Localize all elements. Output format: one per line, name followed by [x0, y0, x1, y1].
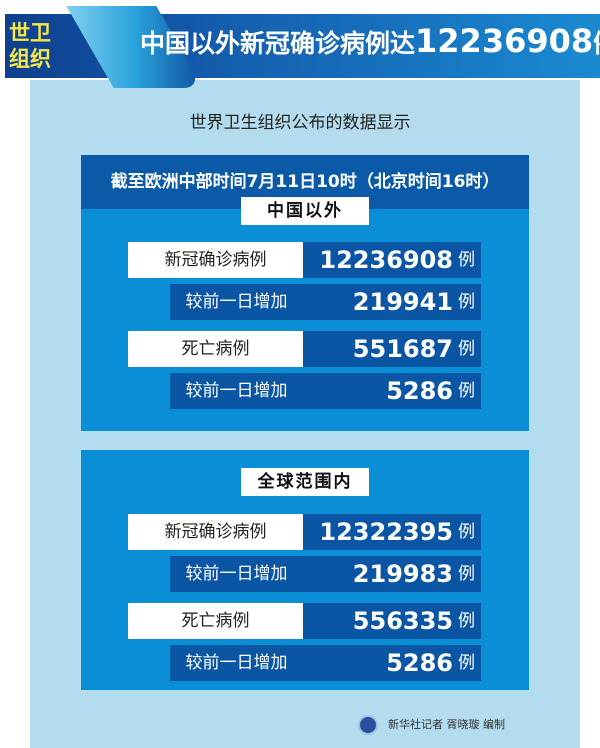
row-value: 5286 例 [303, 645, 481, 681]
title-number: 12236908 [415, 22, 594, 60]
row-label: 新冠确诊病例 [128, 514, 303, 550]
badge-line2: 组织 [9, 47, 51, 71]
title-text: 中国以外新冠确诊病例达 [140, 29, 416, 58]
section-title: 中国以外 [241, 197, 369, 225]
badge-line1: 世卫 [9, 21, 51, 45]
row-label: 较前一日增加 [170, 645, 303, 681]
credit-line: 新华社记者 胥晓璇 编制 [388, 718, 505, 731]
page-title: 中国以外新冠确诊病例达12236908例 [140, 22, 600, 60]
row-value: 556335 例 [303, 603, 481, 639]
row-label: 新冠确诊病例 [128, 242, 303, 278]
row-label: 较前一日增加 [170, 284, 303, 320]
row-value: 551687 例 [303, 331, 481, 367]
row-value: 5286 例 [303, 373, 481, 409]
section-global: 全球范围内 新冠确诊病例 12322395 例 较前一日增加 219983 例 死亡… [81, 450, 529, 690]
section-outside-china: 中国以外 新冠确诊病例 12236908 例 较前一日增加 219941 例 死亡病… [81, 197, 529, 431]
row-label: 死亡病例 [128, 603, 303, 639]
who-badge: 世卫 组织 [5, 14, 55, 78]
row-label: 死亡病例 [128, 331, 303, 367]
row-value: 12236908 例 [303, 242, 481, 278]
xinhua-logo-icon [358, 715, 378, 735]
row-value: 219941 例 [303, 284, 481, 320]
row-value: 219983 例 [303, 556, 481, 592]
row-label: 较前一日增加 [170, 556, 303, 592]
source-line: 世界卫生组织公布的数据显示 [189, 113, 411, 133]
row-label: 较前一日增加 [170, 373, 303, 409]
row-value: 12322395 例 [303, 514, 481, 550]
section-title: 全球范围内 [241, 468, 369, 496]
title-unit: 例 [593, 29, 600, 58]
